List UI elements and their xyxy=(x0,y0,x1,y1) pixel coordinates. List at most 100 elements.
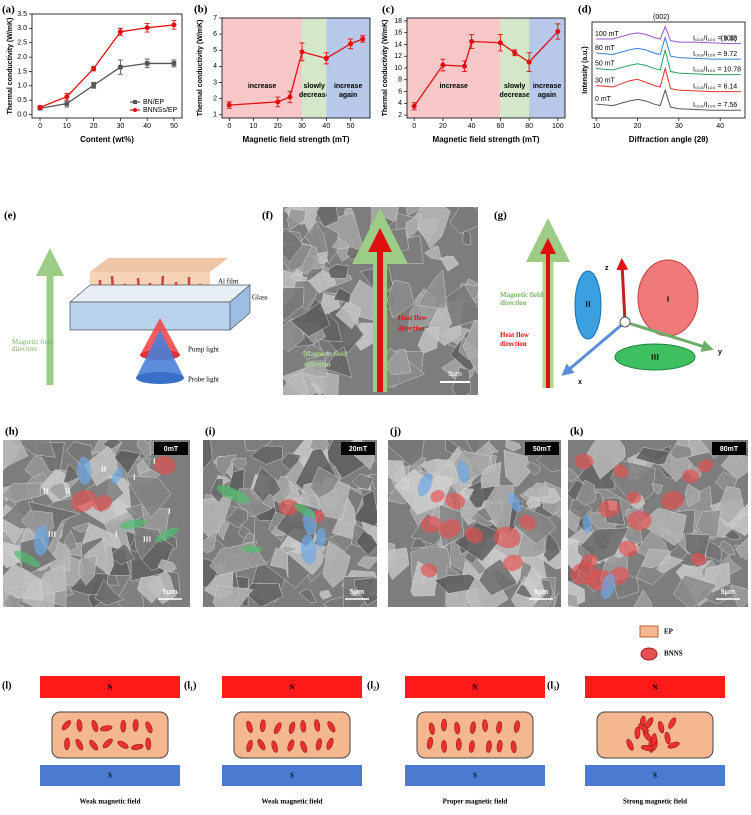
flake xyxy=(212,585,254,607)
flake xyxy=(136,459,152,475)
sem-panel: 80mT 5μm xyxy=(568,440,748,607)
plane-label: II xyxy=(585,301,591,309)
y-axis-label: Thermal conductivity (W/mK) xyxy=(7,18,14,115)
bnns xyxy=(441,718,447,732)
flake xyxy=(724,529,742,541)
bnns-flake xyxy=(626,491,642,504)
x-tick-label: 20 xyxy=(274,123,282,130)
bnns-flake xyxy=(293,503,317,518)
flake xyxy=(210,478,224,504)
sem-texture xyxy=(568,440,748,607)
flake xyxy=(327,264,349,279)
scale-label: 5μm xyxy=(721,589,735,596)
x-tick-label: 20 xyxy=(439,123,447,130)
orientation-label: III xyxy=(143,536,151,544)
region xyxy=(222,18,303,118)
sem-texture xyxy=(283,207,478,395)
legend-label: EP xyxy=(664,628,674,636)
series-line xyxy=(39,62,174,109)
y-tick-label: 3.5 xyxy=(17,11,27,18)
flake xyxy=(461,227,471,246)
bnns-flake xyxy=(519,514,537,531)
bnns xyxy=(300,740,308,753)
legend-marker xyxy=(133,100,137,104)
bnns-flake xyxy=(92,494,112,512)
series-line xyxy=(596,25,741,45)
bnns-flake xyxy=(77,456,92,485)
bnns xyxy=(651,733,657,746)
flake xyxy=(302,343,331,360)
flake xyxy=(386,279,415,319)
flake xyxy=(734,537,748,561)
orientation-label: I xyxy=(153,458,156,466)
y-tick-label: 10 xyxy=(394,65,402,72)
scale-label: 5μm xyxy=(163,589,177,596)
flake xyxy=(633,589,652,607)
bnns xyxy=(76,719,83,732)
flake xyxy=(287,209,307,231)
scale-label: 5μm xyxy=(534,589,548,596)
flake xyxy=(462,319,478,374)
x-tick-label: 30 xyxy=(298,123,306,130)
flake xyxy=(78,555,98,586)
ep-matrix xyxy=(51,711,169,759)
ep-matrix xyxy=(233,711,351,759)
flake xyxy=(69,572,109,595)
bnns-flake xyxy=(690,552,707,566)
point xyxy=(91,66,97,72)
bnns xyxy=(100,725,113,732)
flake xyxy=(19,440,56,458)
flake xyxy=(543,531,561,563)
flake xyxy=(459,487,475,500)
bnns-flake xyxy=(152,455,176,475)
north-pole xyxy=(585,676,725,698)
glass-front xyxy=(69,301,231,331)
bnns xyxy=(469,721,476,734)
flake xyxy=(225,506,248,529)
region-label: slowly decrease xyxy=(500,83,530,99)
flake xyxy=(568,468,580,483)
point xyxy=(360,36,366,42)
flake xyxy=(656,554,684,574)
bnns xyxy=(117,740,129,749)
bnns-flake xyxy=(111,467,123,484)
x-axis-label: Diffraction angle (2θ) xyxy=(629,135,709,144)
flake xyxy=(553,593,561,607)
flake xyxy=(63,530,78,552)
bnns-flake xyxy=(439,519,461,539)
point xyxy=(512,50,518,56)
y-tick-label: 1.0 xyxy=(17,83,27,90)
bnns-flake xyxy=(316,527,326,548)
bnns-flake xyxy=(120,519,147,530)
flake xyxy=(651,483,663,495)
heat-label: Heat flow direction xyxy=(500,331,530,348)
caption: Weak magnetic field xyxy=(79,798,140,806)
x-axis xyxy=(561,320,626,376)
x-tick-label: 0 xyxy=(227,123,231,130)
bnns-flake xyxy=(508,493,522,512)
caption: Proper magnetic field xyxy=(443,798,508,806)
orientation-label: II xyxy=(43,488,49,496)
flake xyxy=(444,284,478,330)
flake xyxy=(388,476,397,494)
axis-label: z xyxy=(605,265,609,272)
orientation-label: II xyxy=(101,466,107,474)
flake xyxy=(281,545,298,553)
point xyxy=(411,103,417,109)
bnns-flake xyxy=(70,489,96,512)
glass-label: Glass xyxy=(252,294,268,302)
bnns-swatch xyxy=(640,647,658,661)
bnns-flake xyxy=(300,534,317,565)
panel-label: (g) xyxy=(494,210,507,222)
flake xyxy=(94,579,124,606)
flake xyxy=(215,454,238,477)
y-tick-label: 14 xyxy=(394,41,402,48)
y-tick-label: 12 xyxy=(394,53,402,60)
orientation-label: I xyxy=(168,508,171,516)
panel-label: (c) xyxy=(382,4,395,16)
panel-label: (l₁) xyxy=(184,680,196,691)
bnns-flake xyxy=(457,460,470,484)
y-tick-label: 0.5 xyxy=(17,97,27,104)
flake xyxy=(523,482,551,500)
x-tick-label: 50 xyxy=(347,123,355,130)
